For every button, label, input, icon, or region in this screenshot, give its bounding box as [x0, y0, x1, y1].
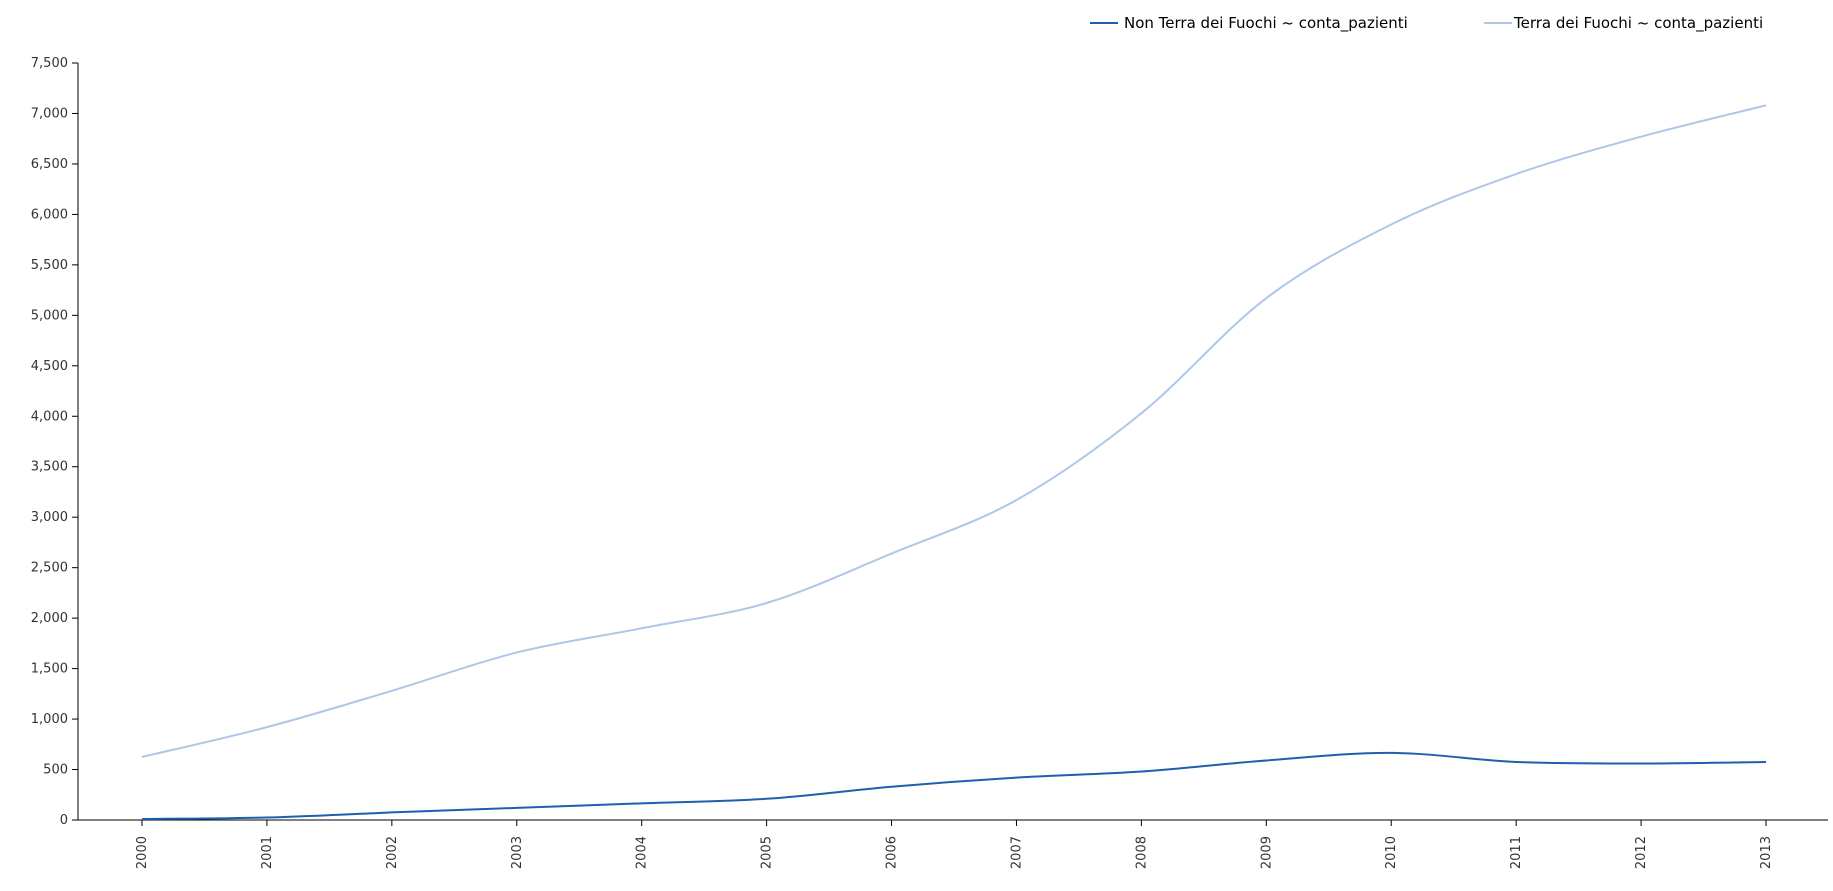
y-axis: 0 500 1,000 1,500 2,000 2,500 3,000 3,500 4,000 4… [31, 56, 79, 828]
y-tick-label: 1,500 [31, 662, 68, 677]
x-tick-label: 2004 [635, 836, 650, 869]
series-layer [141, 104, 1767, 820]
y-tick-label: 4,500 [31, 359, 68, 374]
x-tick-label: 2011 [1509, 836, 1524, 869]
x-tick-label: 2001 [260, 836, 275, 869]
legend: Non Terra dei Fuochi ~ conta_pazienti Te… [1090, 14, 1763, 33]
y-tick-label: 2,000 [31, 611, 68, 626]
y-tick-label: 500 [43, 763, 68, 778]
y-tick-label: 2,500 [31, 561, 68, 576]
x-tick-label: 2010 [1384, 836, 1399, 869]
y-tick-label: 3,500 [31, 460, 68, 475]
series-line-non-terra-dei-fuochi [141, 751, 1767, 820]
x-tick-label: 2003 [510, 836, 525, 869]
x-tick-label: 2009 [1259, 836, 1274, 869]
y-tick-label: 6,500 [31, 157, 68, 172]
x-tick-label: 2013 [1759, 836, 1774, 869]
y-tick-label: 7,500 [31, 56, 68, 71]
x-tick-label: 2007 [1009, 836, 1024, 869]
y-tick-label: 7,000 [31, 106, 68, 121]
x-tick-label: 2002 [385, 836, 400, 869]
x-tick-label: 2008 [1134, 836, 1149, 869]
y-tick-label: 5,000 [31, 308, 68, 323]
y-tick-label: 3,000 [31, 510, 68, 525]
x-tick-label: 2005 [760, 836, 775, 869]
legend-label-non-terra-dei-fuochi: Non Terra dei Fuochi ~ conta_pazienti [1124, 14, 1408, 33]
y-tick-label: 0 [60, 813, 68, 828]
y-tick-label: 5,500 [31, 258, 68, 273]
x-tick-label: 2006 [885, 836, 900, 869]
x-axis: 2000 2001 2002 2003 2004 2005 2006 2007 2008 2009… [78, 819, 1828, 869]
legend-label-terra-dei-fuochi: Terra dei Fuochi ~ conta_pazienti [1513, 14, 1763, 33]
series-line-terra-dei-fuochi [141, 104, 1767, 758]
x-tick-label: 2000 [135, 836, 150, 869]
y-tick-label: 6,000 [31, 207, 68, 222]
y-tick-label: 1,000 [31, 712, 68, 727]
x-tick-label: 2012 [1634, 836, 1649, 869]
y-tick-label: 4,000 [31, 409, 68, 424]
